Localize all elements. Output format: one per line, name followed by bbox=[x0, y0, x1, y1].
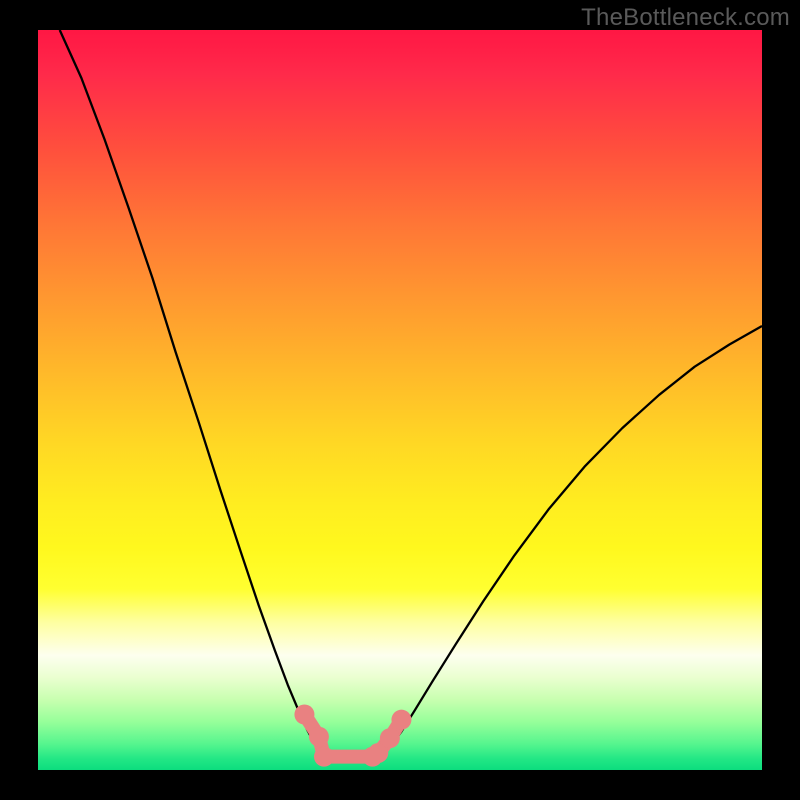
bottleneck-chart bbox=[0, 0, 800, 800]
watermark-text: TheBottleneck.com bbox=[581, 4, 790, 32]
